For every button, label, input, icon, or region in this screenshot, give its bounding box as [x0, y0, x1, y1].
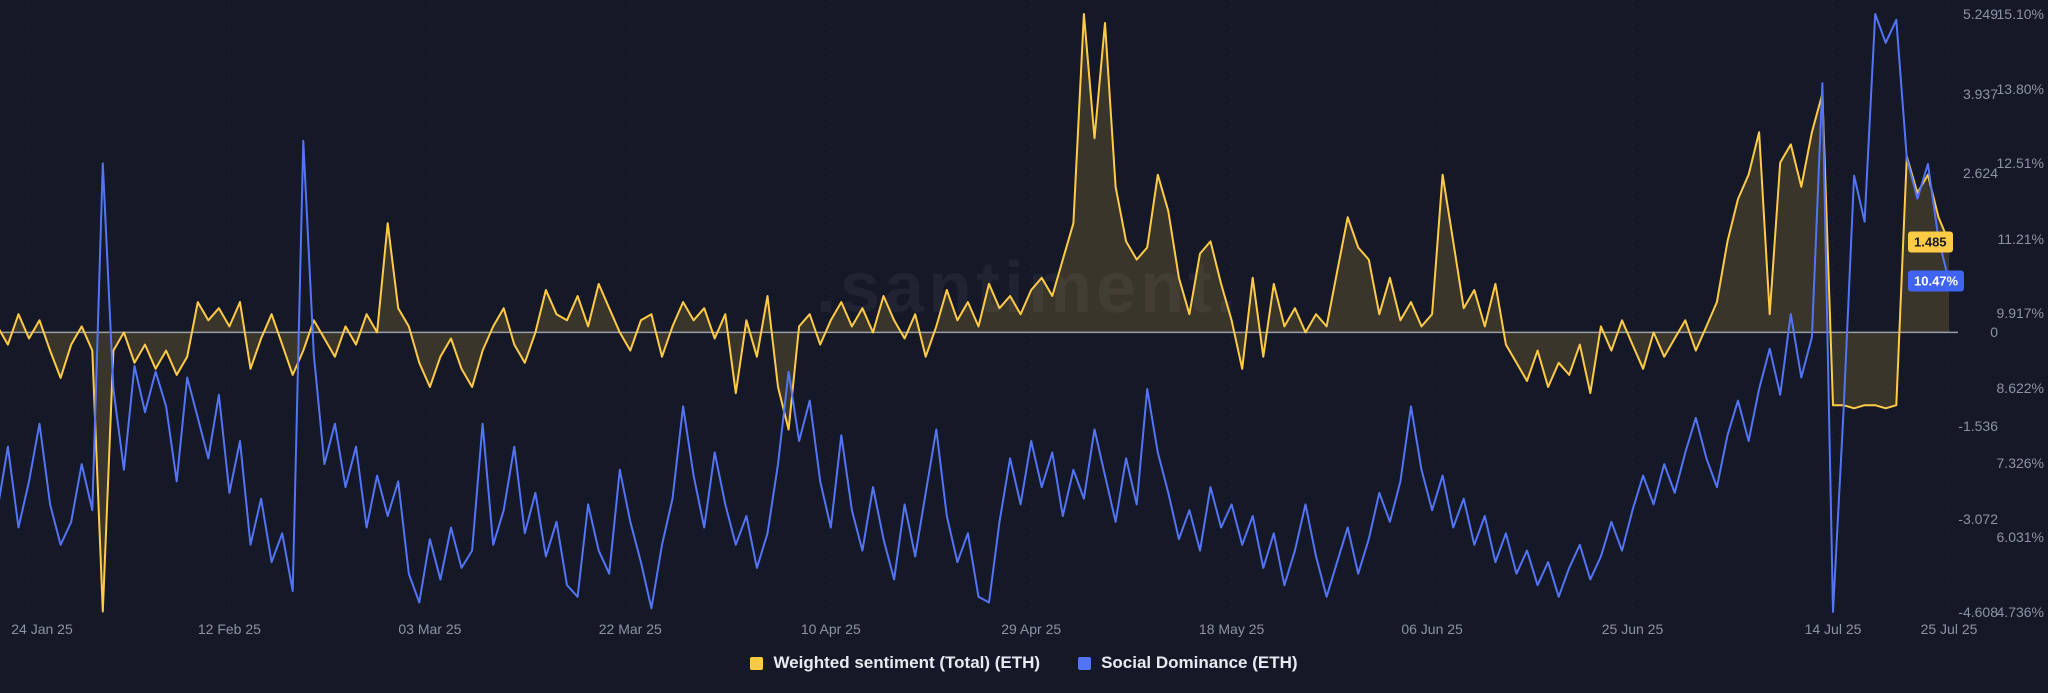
legend-label: Social Dominance (ETH) [1101, 653, 1297, 673]
date-axis-label: 14 Jul 25 [1805, 621, 1862, 637]
dominance-axis-tick: 6.031% [1982, 530, 2044, 544]
dominance-line [0, 14, 1949, 612]
date-axis-label: 29 Apr 25 [1001, 621, 1061, 637]
dominance-axis-tick: 13.80% [1982, 82, 2044, 96]
dominance-axis-tick: 15.10% [1982, 7, 2044, 21]
dominance-axis-tick: 11.21% [1982, 232, 2044, 246]
date-axis-label: 06 Jun 25 [1401, 621, 1463, 637]
dominance-axis-tick: 4.736% [1982, 605, 2044, 619]
chart-plot-area[interactable] [0, 0, 1958, 613]
legend-label: Weighted sentiment (Total) (ETH) [773, 653, 1040, 673]
dominance-axis-tick: 8.622% [1982, 381, 2044, 395]
sentiment-axis-tick: 0 [1928, 325, 1998, 339]
dominance-axis-tick: 12.51% [1982, 156, 2044, 170]
dominance-current-value-badge: 10.47% [1908, 271, 1964, 292]
date-axis-label: 03 Mar 25 [398, 621, 461, 637]
date-axis-label: 25 Jun 25 [1602, 621, 1664, 637]
sentiment-line [0, 14, 1949, 612]
sentiment-axis-tick: -3.072 [1928, 512, 1998, 526]
dominance-axis-tick: 9.917% [1982, 306, 2044, 320]
date-axis-label: 18 May 25 [1199, 621, 1264, 637]
date-axis-label: 12 Feb 25 [198, 621, 261, 637]
sentiment-axis-tick: -1.536 [1928, 419, 1998, 433]
legend-item-social-dominance[interactable]: Social Dominance (ETH) [1078, 653, 1297, 673]
date-axis-label: 25 Jul 25 [1921, 621, 1978, 637]
legend-swatch [750, 657, 763, 670]
date-axis-label: 24 Jan 25 [11, 621, 73, 637]
dominance-axis-tick: 7.326% [1982, 456, 2044, 470]
legend-item-weighted-sentiment[interactable]: Weighted sentiment (Total) (ETH) [750, 653, 1040, 673]
sentiment-area-fill [0, 14, 1949, 612]
sentiment-current-value-badge: 1.485 [1908, 232, 1953, 253]
date-axis-label: 10 Apr 25 [801, 621, 861, 637]
chart-legend: Weighted sentiment (Total) (ETH) Social D… [0, 653, 2048, 673]
date-axis-label: 22 Mar 25 [599, 621, 662, 637]
legend-swatch [1078, 657, 1091, 670]
